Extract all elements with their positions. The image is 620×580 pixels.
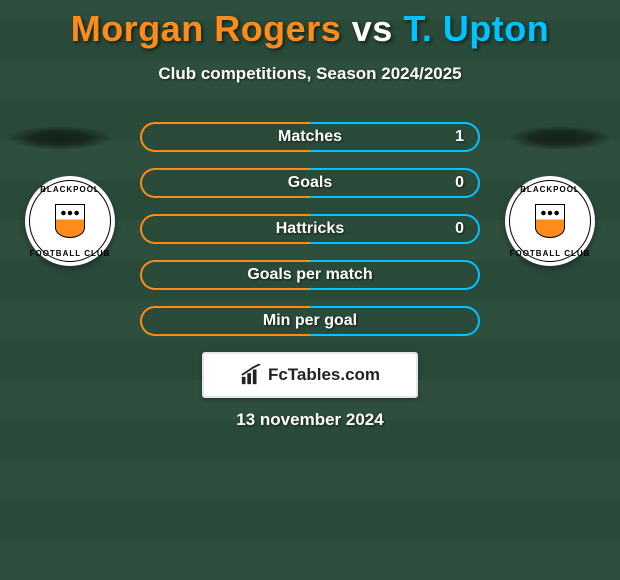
stat-value: 0 bbox=[455, 220, 464, 238]
player2-crest: BLACKPOOL FOOTBALL CLUB bbox=[505, 176, 595, 266]
player1-crest: BLACKPOOL FOOTBALL CLUB bbox=[25, 176, 115, 266]
stat-label: Hattricks bbox=[276, 220, 344, 238]
player1-name: Morgan Rogers bbox=[71, 8, 342, 49]
vs-text: vs bbox=[352, 8, 393, 49]
stat-bar: Goals per match bbox=[140, 260, 480, 290]
stat-bar: Goals 0 bbox=[140, 168, 480, 198]
stat-value: 0 bbox=[455, 174, 464, 192]
crest-top-text: BLACKPOOL bbox=[40, 185, 100, 194]
stat-label: Matches bbox=[278, 128, 342, 146]
stat-label: Goals bbox=[288, 174, 332, 192]
stat-bar: Matches 1 bbox=[140, 122, 480, 152]
crest-shield-icon bbox=[55, 204, 85, 238]
chart-icon bbox=[240, 364, 262, 386]
subtitle: Club competitions, Season 2024/2025 bbox=[0, 64, 620, 84]
stat-bars: Matches 1 Goals 0 Hattricks 0 Goals per match M… bbox=[140, 122, 480, 352]
source-badge: FcTables.com bbox=[202, 352, 418, 398]
stat-label: Goals per match bbox=[247, 266, 372, 284]
player2-name: T. Upton bbox=[403, 8, 549, 49]
crest-bottom-text: FOOTBALL CLUB bbox=[30, 249, 111, 258]
stat-bar: Hattricks 0 bbox=[140, 214, 480, 244]
crest-bottom-text: FOOTBALL CLUB bbox=[510, 249, 591, 258]
crest-shield-icon bbox=[535, 204, 565, 238]
stat-bar: Min per goal bbox=[140, 306, 480, 336]
player2-shadow bbox=[509, 126, 611, 150]
crest-top-text: BLACKPOOL bbox=[520, 185, 580, 194]
stat-value: 1 bbox=[455, 128, 464, 146]
date-text: 13 november 2024 bbox=[0, 410, 620, 430]
source-text: FcTables.com bbox=[268, 365, 380, 385]
player1-shadow bbox=[9, 126, 111, 150]
comparison-title: Morgan Rogers vs T. Upton bbox=[0, 0, 620, 50]
stat-label: Min per goal bbox=[263, 312, 357, 330]
